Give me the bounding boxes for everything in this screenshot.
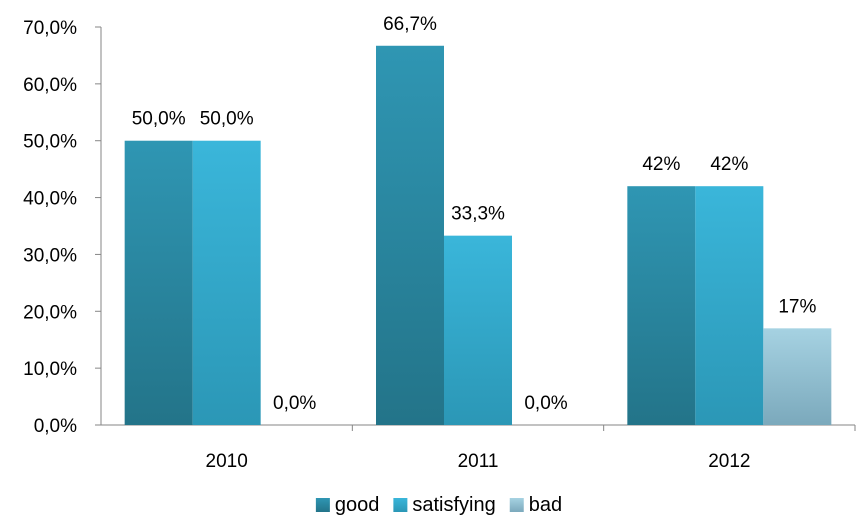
legend-swatch-satisfying bbox=[393, 498, 408, 512]
bar-good-2011 bbox=[376, 45, 444, 426]
axes: 0,0% 10,0% 20,0% 30,0% 40,0% 50,0% 60,0% 70,0% 2… bbox=[23, 18, 856, 472]
legend-label-satisfying: satisfying bbox=[412, 494, 495, 516]
data-label-satisfying-2012: 42% bbox=[710, 154, 748, 175]
x-tick-label-2012: 2012 bbox=[708, 451, 750, 472]
legend-swatch-good bbox=[315, 498, 330, 512]
legend: good satisfying bad bbox=[315, 494, 562, 516]
bar-satisfying-2011 bbox=[444, 235, 512, 425]
y-tick-label: 70,0% bbox=[23, 18, 77, 39]
data-labels: 50,0% 50,0% 0,0% 66,7% 33,3% 0,0% 42% 42% 17% bbox=[132, 14, 817, 414]
data-label-bad-2012: 17% bbox=[778, 296, 816, 317]
bar-satisfying-2012 bbox=[695, 186, 764, 425]
data-label-bad-2010: 0,0% bbox=[273, 393, 316, 414]
data-label-good-2010: 50,0% bbox=[132, 109, 186, 130]
data-label-satisfying-2010: 50,0% bbox=[200, 109, 254, 130]
data-label-good-2012: 42% bbox=[642, 154, 680, 175]
data-label-good-2011: 66,7% bbox=[383, 14, 437, 35]
data-label-bad-2011: 0,0% bbox=[524, 393, 567, 414]
legend-swatch-bad bbox=[509, 498, 524, 512]
y-tick-label: 50,0% bbox=[23, 132, 77, 153]
bar-good-2010 bbox=[124, 140, 193, 425]
bars bbox=[124, 45, 832, 426]
legend-label-bad: bad bbox=[529, 494, 562, 516]
y-tick-label: 0,0% bbox=[34, 416, 77, 437]
bar-good-2012 bbox=[627, 186, 696, 425]
y-tick-label: 30,0% bbox=[23, 245, 77, 266]
legend-label-good: good bbox=[335, 494, 380, 516]
bar-satisfying-2010 bbox=[192, 140, 261, 425]
data-label-satisfying-2011: 33,3% bbox=[451, 204, 505, 225]
x-tick-label-2011: 2011 bbox=[458, 451, 499, 472]
bar-bad-2012 bbox=[763, 328, 832, 425]
x-tick-label-2010: 2010 bbox=[206, 451, 248, 472]
y-tick-label: 60,0% bbox=[23, 75, 77, 96]
y-tick-label: 20,0% bbox=[23, 302, 77, 323]
y-tick-label: 40,0% bbox=[23, 189, 77, 210]
y-tick-label: 10,0% bbox=[23, 359, 77, 380]
